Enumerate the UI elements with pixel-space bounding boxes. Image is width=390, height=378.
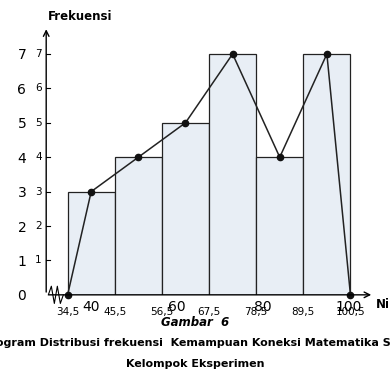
Text: 100,5: 100,5 [336,307,365,317]
Text: 67,5: 67,5 [197,307,221,317]
Text: 2: 2 [35,221,42,231]
Text: Gambar  6: Gambar 6 [161,316,229,328]
Bar [256,157,303,295]
Bar [115,157,162,295]
Text: 78,5: 78,5 [245,307,268,317]
Bar [162,123,209,295]
Text: 45,5: 45,5 [103,307,126,317]
Text: 6: 6 [35,84,42,93]
Text: 1: 1 [35,256,42,265]
Text: 5: 5 [35,118,42,128]
Text: 89,5: 89,5 [292,307,315,317]
Text: Nilai: Nilai [376,298,390,311]
Text: 34,5: 34,5 [56,307,79,317]
Bar [67,192,115,295]
Bar [303,54,351,295]
Text: Frekuensi: Frekuensi [48,10,113,23]
Text: 7: 7 [35,49,42,59]
Text: 4: 4 [35,152,42,162]
Text: Kelompok Eksperimen: Kelompok Eksperimen [126,359,264,369]
Text: Histogram Distribusi frekuensi  Kemampuan Koneksi Matematika Siswa: Histogram Distribusi frekuensi Kemampuan… [0,338,390,348]
Bar [209,54,256,295]
Text: 3: 3 [35,187,42,197]
Text: 56,5: 56,5 [150,307,174,317]
